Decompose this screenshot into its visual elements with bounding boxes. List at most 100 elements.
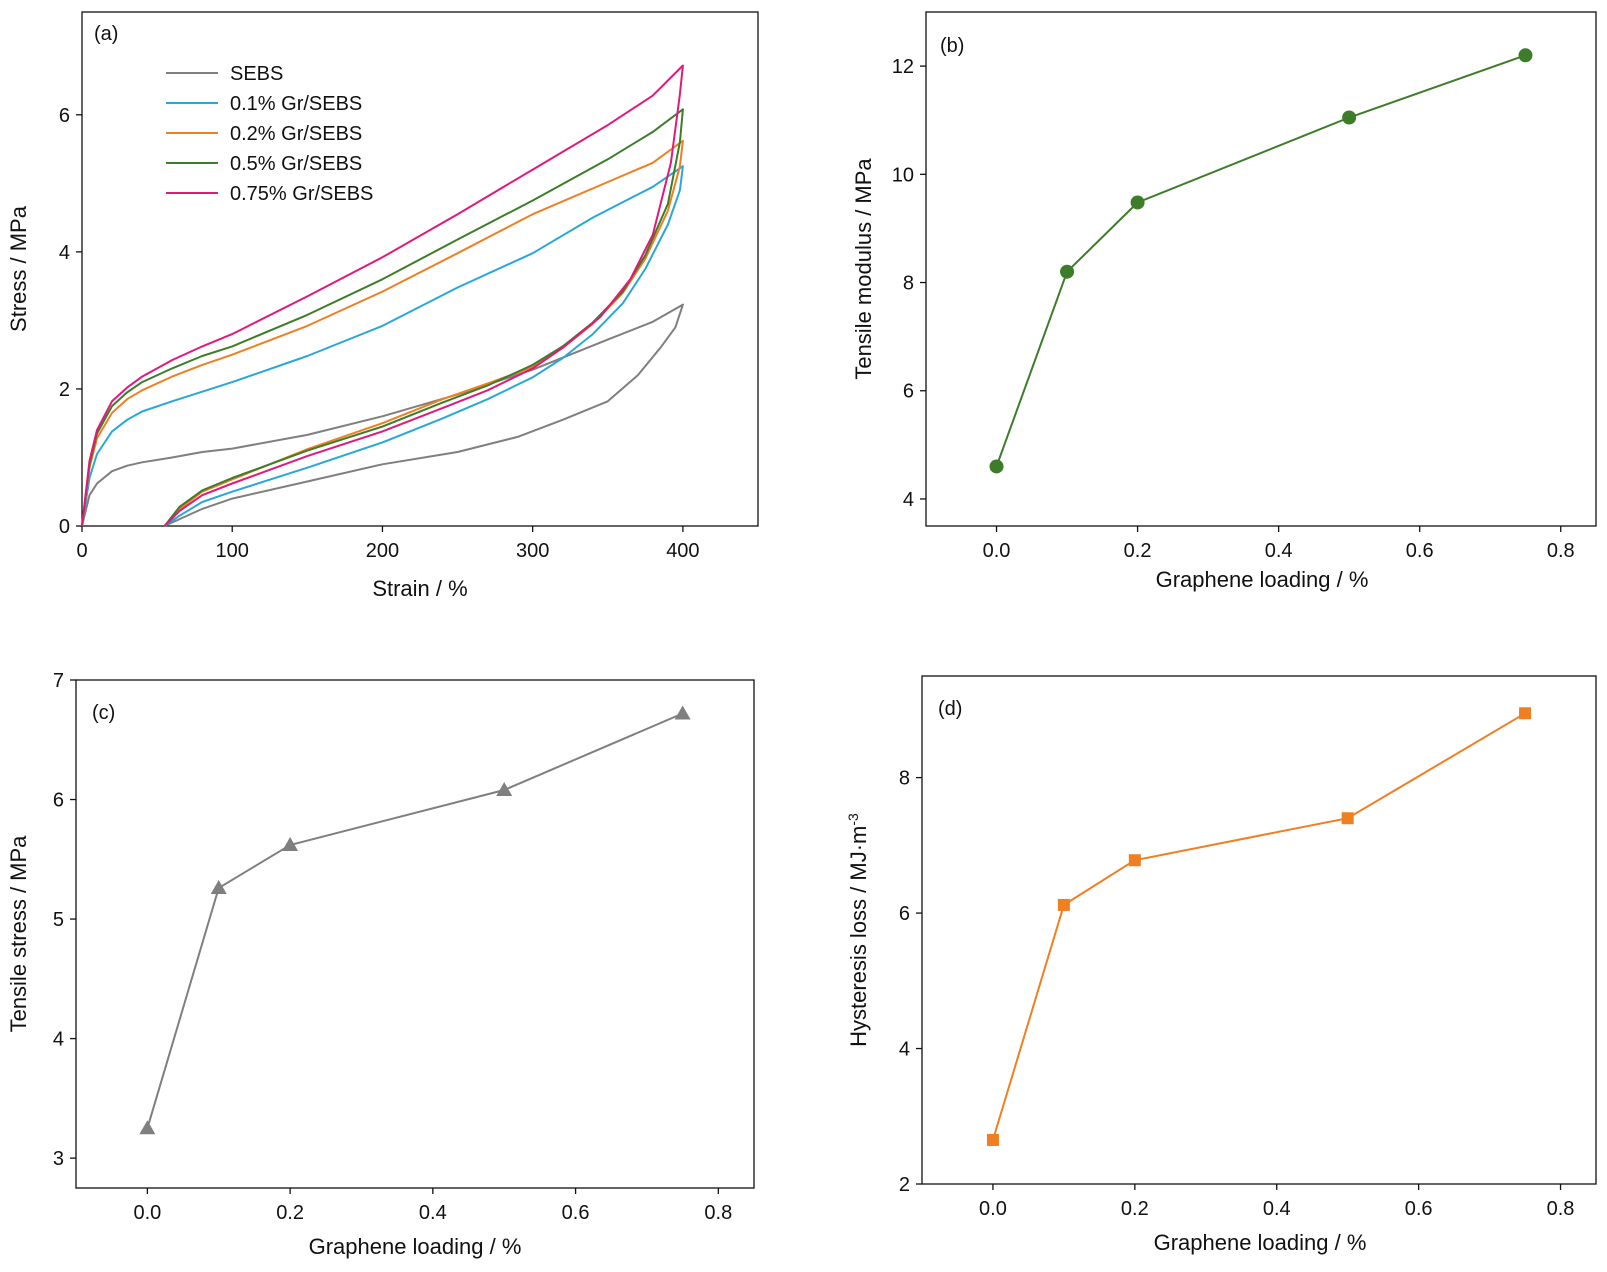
series-line (995, 54, 1526, 467)
y-tick-label-c: 3 (53, 1148, 64, 1170)
y-tick-label-a: 2 (59, 379, 70, 401)
y-tick-label-b: 10 (892, 164, 914, 186)
series-group-d (986, 707, 1532, 1146)
x-ticks-a: 0 100 200 300 400 (76, 526, 700, 562)
y-axis-title-c: Tensile stress / MPa (6, 835, 31, 1033)
panel-label-b: (b) (940, 35, 964, 57)
x-tick-label-c: 0.2 (276, 1202, 304, 1224)
data-point (282, 836, 299, 851)
x-tick-label-b: 0.6 (1406, 540, 1434, 562)
x-tick-label-c: 0.4 (419, 1202, 447, 1224)
data-point (1057, 898, 1070, 911)
x-tick-label-c: 0.6 (562, 1202, 590, 1224)
panel-label-c: (c) (92, 702, 115, 724)
legend-a: SEBS 0.1% Gr/SEBS 0.2% Gr/SEBS 0.5% Gr/SEBS… (166, 63, 373, 205)
x-tick-label-a: 200 (366, 540, 399, 562)
y-tick-label-b: 12 (892, 56, 914, 78)
y-tick-label-c: 6 (53, 790, 64, 812)
series-line (146, 712, 683, 1129)
data-point (674, 705, 691, 720)
y-ticks-a: 0 2 4 6 (59, 105, 82, 538)
x-ticks-c: 0.0 0.2 0.4 0.6 0.8 (133, 1188, 732, 1224)
y-tick-label-b: 4 (903, 489, 914, 511)
data-point (496, 781, 513, 796)
y-tick-label-c: 4 (53, 1029, 64, 1051)
y-tick-label-d: 6 (899, 903, 910, 925)
panel-a: (a) 0 100 200 300 400 0 2 4 6 SEBS 0.1% Gr/SEBS 0… (6, 11, 759, 601)
y-tick-label-d: 4 (899, 1039, 910, 1061)
x-ticks-d: 0.0 0.2 0.4 0.6 0.8 (979, 1184, 1574, 1220)
y-tick-label-a: 0 (59, 516, 70, 538)
data-point (989, 459, 1004, 474)
series-line-2 (81, 139, 684, 527)
legend-label-3: 0.5% Gr/SEBS (230, 153, 362, 175)
legend-label-0: SEBS (230, 63, 283, 85)
y-tick-label-a: 4 (59, 242, 70, 264)
panel-b: (b) 0.0 0.2 0.4 0.6 0.8 4 6 8 10 12 Graphene loa… (851, 11, 1597, 592)
x-tick-label-d: 0.8 (1547, 1198, 1575, 1220)
series-line-4 (81, 64, 684, 527)
y-axis-title-a: Stress / MPa (6, 205, 31, 332)
plot-frame-c (75, 679, 755, 1189)
data-point (986, 1133, 999, 1146)
y-tick-label-c: 7 (53, 670, 64, 692)
y-ticks-c: 3 4 5 6 7 (53, 670, 76, 1170)
y-ticks-d: 2 4 6 8 (899, 768, 922, 1196)
panel-d: (d) 0.0 0.2 0.4 0.6 0.8 2 4 6 8 Graphene loadin… (845, 675, 1597, 1255)
y-tick-label-d: 8 (899, 768, 910, 790)
x-tick-label-d: 0.2 (1121, 1198, 1149, 1220)
panel-label-d: (d) (938, 698, 962, 720)
legend-label-1: 0.1% Gr/SEBS (230, 93, 362, 115)
data-point (210, 879, 227, 894)
y-ticks-b: 4 6 8 10 12 (892, 56, 926, 511)
x-axis-title-c: Graphene loading / % (309, 1234, 522, 1259)
data-point (139, 1120, 156, 1135)
x-tick-label-b: 0.0 (983, 540, 1011, 562)
data-point (1130, 195, 1145, 210)
panel-c: (c) 0.0 0.2 0.4 0.6 0.8 3 4 5 6 7 Graphene loadi… (6, 670, 755, 1259)
legend-label-4: 0.75% Gr/SEBS (230, 183, 373, 205)
data-point (1341, 812, 1354, 825)
y-tick-label-b: 6 (903, 381, 914, 403)
series-line-1 (81, 165, 684, 527)
x-tick-label-a: 400 (666, 540, 699, 562)
y-tick-label-c: 5 (53, 909, 64, 931)
x-tick-label-d: 0.0 (979, 1198, 1007, 1220)
x-tick-label-b: 0.4 (1265, 540, 1293, 562)
x-tick-label-a: 300 (516, 540, 549, 562)
x-tick-label-b: 0.2 (1124, 540, 1152, 562)
series-line (991, 712, 1526, 1141)
y-tick-label-a: 6 (59, 105, 70, 127)
x-tick-label-b: 0.8 (1547, 540, 1575, 562)
series-line-3 (81, 108, 684, 527)
series-group-c (139, 705, 691, 1135)
panel-label-a: (a) (94, 23, 118, 45)
x-tick-label-c: 0.8 (704, 1202, 732, 1224)
plot-frame-a (81, 11, 759, 527)
x-axis-title-b: Graphene loading / % (1156, 567, 1369, 592)
series-line-0 (81, 303, 684, 527)
data-point (1128, 854, 1141, 867)
x-ticks-b: 0.0 0.2 0.4 0.6 0.8 (983, 526, 1575, 562)
y-axis-title-d: Hysteresis loss / MJ·m-3 (845, 813, 871, 1047)
y-axis-title-d-main: Hysteresis loss / MJ·m (846, 826, 871, 1047)
y-tick-label-d: 2 (899, 1174, 910, 1196)
y-axis-title-d-superscript: -3 (845, 813, 861, 826)
legend-label-2: 0.2% Gr/SEBS (230, 123, 362, 145)
x-tick-label-d: 0.6 (1405, 1198, 1433, 1220)
y-axis-title-b: Tensile modulus / MPa (851, 158, 876, 380)
x-tick-label-d: 0.4 (1263, 1198, 1291, 1220)
series-group-a (81, 64, 684, 527)
x-tick-label-c: 0.0 (133, 1202, 161, 1224)
data-point (1342, 110, 1357, 125)
x-tick-label-a: 100 (216, 540, 249, 562)
x-axis-title-d: Graphene loading / % (1154, 1230, 1367, 1255)
data-point (1519, 707, 1532, 720)
plot-frame-d (921, 675, 1597, 1185)
x-tick-label-a: 0 (76, 540, 87, 562)
x-axis-title-a: Strain / % (372, 576, 467, 601)
data-point (1060, 264, 1075, 279)
y-tick-label-b: 8 (903, 273, 914, 295)
data-point (1518, 48, 1533, 63)
